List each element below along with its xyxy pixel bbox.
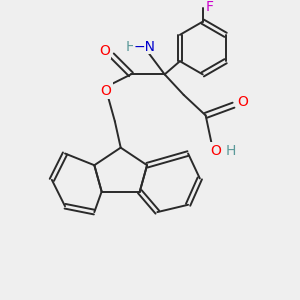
- Text: H: H: [126, 40, 136, 54]
- Text: −N: −N: [134, 40, 156, 54]
- Text: O: O: [99, 44, 110, 58]
- Text: F: F: [206, 0, 214, 14]
- Text: H: H: [225, 144, 236, 158]
- Text: O: O: [100, 83, 112, 98]
- Text: O: O: [237, 95, 248, 109]
- Text: O: O: [211, 144, 221, 158]
